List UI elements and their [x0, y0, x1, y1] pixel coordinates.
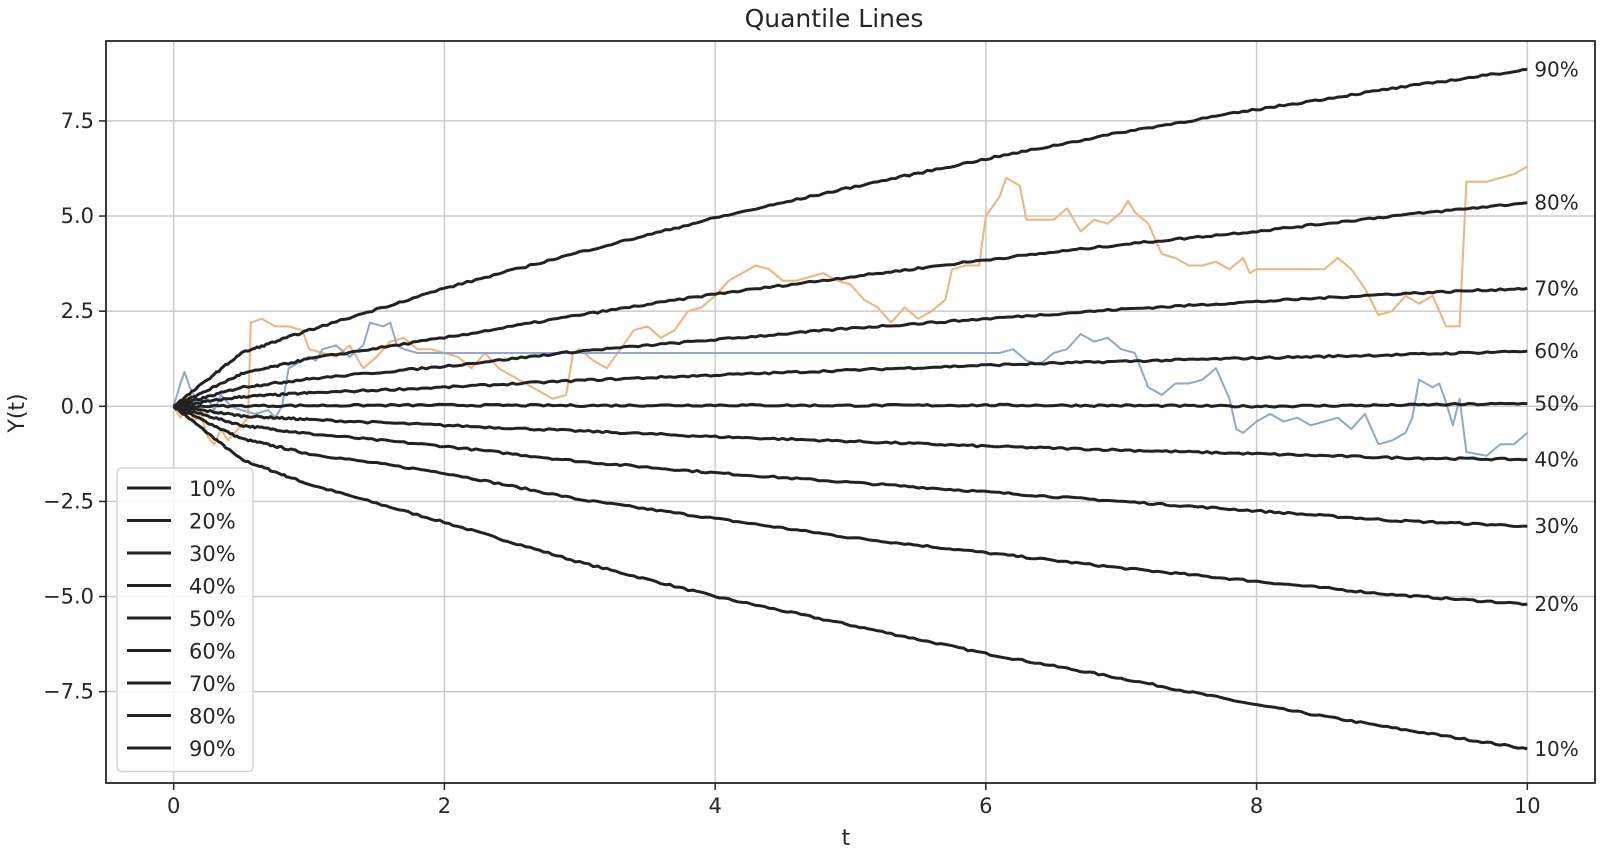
x-tick-label: 10 — [1514, 794, 1541, 818]
legend-entry-label: 90% — [189, 737, 236, 761]
y-tick-label: 5.0 — [61, 204, 94, 228]
y-tick-label: 7.5 — [61, 109, 94, 133]
y-tick-label: −5.0 — [43, 585, 94, 609]
quantile-line-10 — [172, 405, 1528, 751]
sample-path-line — [172, 321, 1528, 457]
x-tick-label: 6 — [979, 794, 992, 818]
sample-paths — [172, 165, 1528, 457]
y-axis-ticks: −7.5 −5.0 −2.5 0.0 2.5 5.0 7.5 — [43, 109, 106, 704]
y-tick-label: 0.0 — [61, 394, 94, 418]
quantile-line-30 — [173, 404, 1528, 528]
grid — [106, 41, 1595, 783]
quantile-line-80 — [172, 201, 1528, 408]
quantile-line-60 — [173, 349, 1528, 409]
legend-entry-label: 20% — [189, 510, 236, 534]
legend-entry-label: 30% — [189, 542, 236, 566]
x-axis-label: t — [842, 826, 851, 851]
y-tick-label: −2.5 — [43, 489, 94, 513]
quantile-end-label: 40% — [1534, 448, 1578, 472]
y-tick-label: 2.5 — [61, 299, 94, 323]
quantile-end-label: 30% — [1534, 514, 1578, 538]
y-tick-label: −7.5 — [43, 680, 94, 704]
legend-entry-label: 60% — [189, 640, 236, 664]
x-tick-label: 4 — [708, 794, 721, 818]
quantile-end-label: 50% — [1534, 392, 1578, 416]
y-axis-label: Y(t) — [5, 393, 30, 433]
legend-entry-label: 80% — [189, 705, 236, 729]
legend-entry-label: 10% — [189, 477, 236, 501]
quantile-end-label: 90% — [1534, 58, 1578, 82]
quantile-end-labels: 10% 20% 30% 40% 50% 60% 70% 80% 90% — [1534, 58, 1578, 761]
x-tick-label: 8 — [1250, 794, 1263, 818]
quantile-line-70 — [173, 286, 1528, 408]
x-tick-label: 0 — [167, 794, 180, 818]
sample-path-line — [172, 165, 1528, 446]
quantile-end-label: 10% — [1534, 737, 1578, 761]
quantile-end-label: 70% — [1534, 276, 1578, 300]
legend-box — [116, 467, 254, 773]
legend: 10% 20% 30% 40% 50% 60% 70% 80% 90% — [116, 467, 254, 773]
chart-title: Quantile Lines — [745, 4, 924, 33]
x-axis-ticks: 0 2 4 6 8 10 — [167, 783, 1541, 818]
x-tick-label: 2 — [438, 794, 451, 818]
quantile-line-40 — [173, 404, 1528, 462]
quantile-lines — [172, 68, 1528, 751]
legend-entry-label: 50% — [189, 607, 236, 631]
quantile-line-50 — [173, 401, 1528, 409]
plot-frame — [105, 40, 1596, 784]
legend-entry-label: 70% — [189, 672, 236, 696]
quantile-line-20 — [172, 405, 1528, 606]
quantile-end-label: 20% — [1534, 592, 1578, 616]
quantile-line-90 — [173, 68, 1528, 408]
quantile-end-label: 60% — [1534, 339, 1578, 363]
legend-entry-label: 40% — [189, 575, 236, 599]
quantile-end-label: 80% — [1534, 191, 1578, 215]
